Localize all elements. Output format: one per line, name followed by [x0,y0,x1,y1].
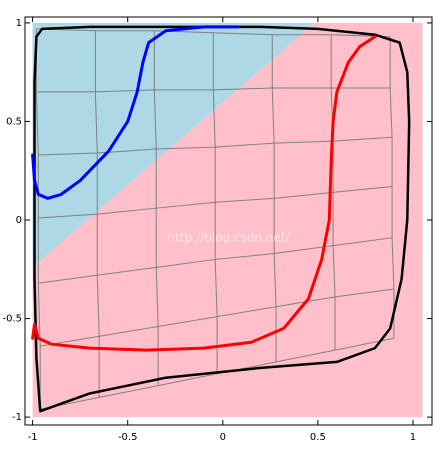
curve [31,25,240,200]
y-tick-label: -1 [12,412,22,423]
x-tick-label: 0.5 [310,432,326,443]
x-tick-label: 1 [410,432,416,443]
watermark: http://blog.csdn.net/ [167,231,290,245]
x-tick-label: -1 [28,432,38,443]
curve [31,35,377,352]
mesh-line [153,30,159,386]
curve [33,25,411,413]
mesh-line [330,34,336,351]
y-tick-label: -0.5 [2,314,22,325]
x-tick-label: -0.5 [118,432,138,443]
mesh-line [35,28,41,410]
axes-frame [24,16,433,426]
mesh-line [212,32,218,374]
mesh-line [94,30,100,398]
y-tick-label: 0.5 [6,116,22,127]
region [32,22,315,268]
x-tick-label: 0 [220,432,226,443]
y-tick-label: 0 [16,215,22,226]
mesh-line [389,36,395,339]
y-tick-label: 1 [16,18,22,29]
mesh-line [271,34,277,362]
